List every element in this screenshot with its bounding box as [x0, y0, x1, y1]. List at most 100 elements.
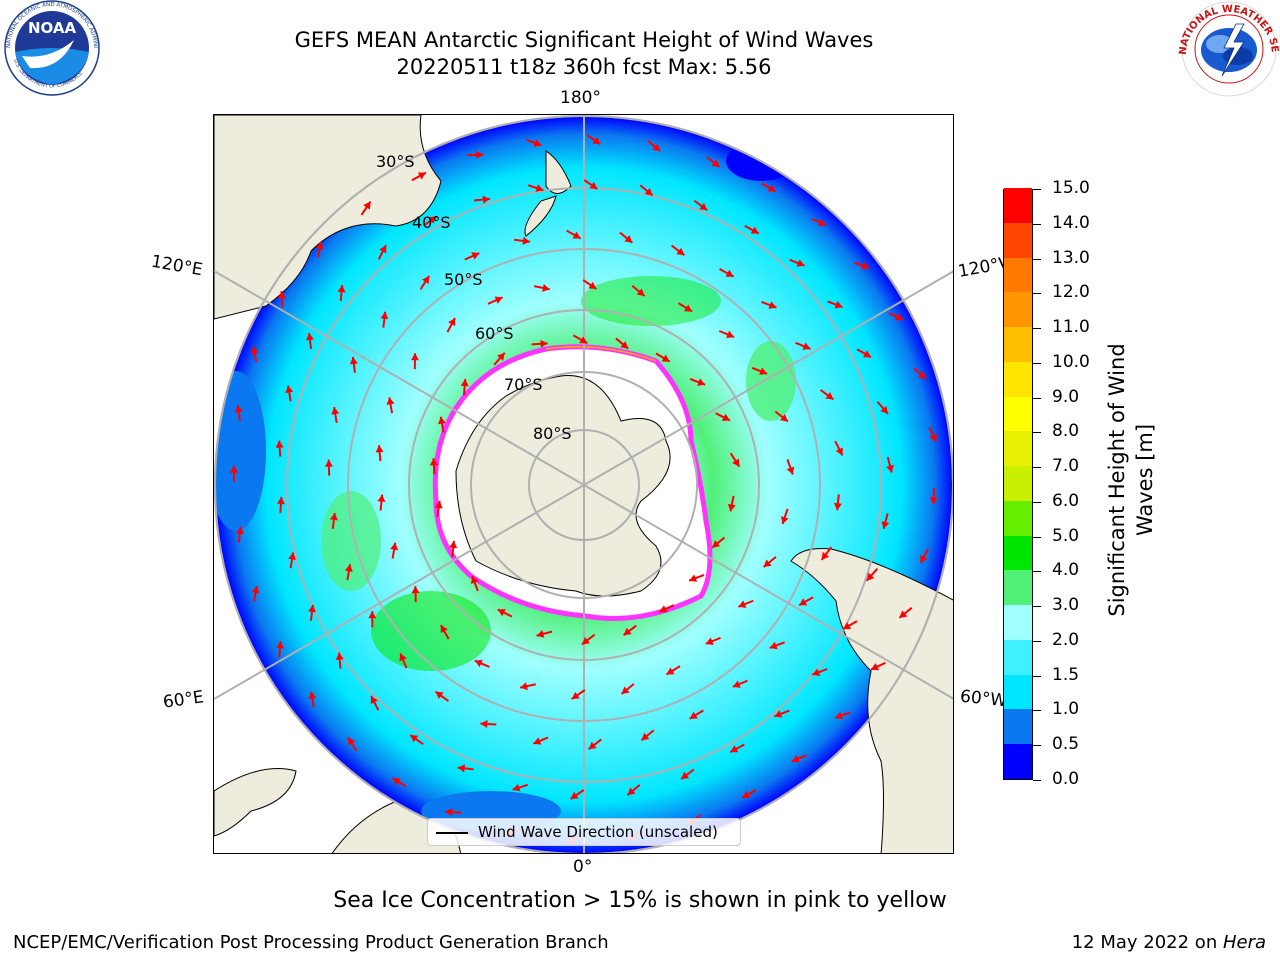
colorbar-segment [1004, 465, 1032, 501]
lon-label-120e: 120°E [149, 251, 205, 281]
wind-wave-arrowhead [570, 791, 579, 800]
wind-wave-arrowhead [482, 195, 490, 204]
colorbar-tick-label: 12.0 [1052, 282, 1090, 303]
wind-wave-arrowhead [305, 332, 314, 341]
footer-host: Hera [1222, 932, 1266, 953]
colorbar-tick-label: 8.0 [1052, 421, 1080, 442]
colorbar-segment [1004, 291, 1032, 328]
wind-wave-arrowhead [460, 379, 469, 387]
wind-wave-arrowhead [726, 330, 735, 339]
wind-wave-arrowhead [331, 407, 340, 415]
wind-wave-arrowhead [410, 353, 419, 361]
wind-wave-arrowhead [235, 526, 244, 535]
wind-wave-arrowhead [768, 301, 777, 309]
wind-wave-arrowhead [929, 433, 937, 442]
wind-wave-arrowhead [410, 734, 419, 743]
wind-wave-arrowhead [288, 552, 297, 561]
wind-wave-arrowhead [732, 458, 740, 467]
colorbar-tick [1033, 293, 1041, 295]
wind-wave-arrowhead [579, 336, 588, 344]
lon-label-180: 180° [560, 88, 601, 108]
wind-wave-arrowhead [918, 371, 927, 379]
wind-wave-arrowhead [624, 235, 633, 243]
lat-label-50s: 50°S [444, 270, 483, 289]
colorbar-segment [1004, 361, 1032, 397]
wind-wave-arrowhead [581, 636, 590, 645]
wind-wave-arrowhead [308, 691, 317, 700]
wind-wave-arrowhead [449, 540, 458, 549]
wind-wave-arrowhead [689, 574, 698, 582]
wind-wave-arrowhead [861, 261, 870, 270]
wind-wave-arrowhead [866, 572, 875, 581]
noaa-logo-text: NOAA [28, 19, 77, 37]
colorbar-tick [1033, 432, 1041, 434]
map-legend: Wind Wave Direction (unscaled) [427, 818, 741, 846]
sea-ice-caption: Sea Ice Concentration > 15% is shown in … [333, 888, 947, 913]
colorbar-tick-label: 2.0 [1052, 629, 1080, 650]
wind-wave-arrowhead [929, 497, 938, 505]
wind-wave-arrowhead [276, 496, 285, 505]
colorbar-segment [1004, 326, 1032, 362]
colorbar-tick-label: 3.0 [1052, 595, 1080, 616]
colorbar-tick [1033, 467, 1041, 469]
wind-wave-arrowhead [337, 285, 346, 293]
wind-wave-arrowhead [880, 405, 888, 414]
wind-wave-arrowhead [377, 494, 386, 502]
wind-wave-arrowhead [474, 659, 483, 668]
wind-wave-arrowhead [349, 356, 358, 365]
wind-wave-arrowhead [636, 288, 645, 296]
colorbar-segment [1004, 743, 1032, 779]
wind-wave-arrowhead [470, 576, 479, 584]
wind-wave-arrowhead [440, 625, 448, 634]
wind-wave-arrows [229, 134, 938, 845]
colorbar-title-line2: Waves [m] [1133, 424, 1157, 536]
colorbar-tick-label: 9.0 [1052, 386, 1080, 407]
colorbar-segment [1004, 222, 1032, 258]
chart-subtitle: 20220511 t18z 360h fcst Max: 5.56 [396, 55, 772, 79]
map-frame [213, 114, 954, 854]
wind-wave-arrowhead [742, 790, 751, 798]
wind-wave-arrowhead [329, 512, 338, 521]
colorbar-tick [1033, 745, 1041, 747]
footer-credit: NCEP/EMC/Verification Post Processing Pr… [13, 932, 609, 953]
colorbar-segment [1004, 639, 1032, 675]
colorbar-tick [1033, 189, 1041, 190]
wind-wave-arrowhead [780, 516, 789, 525]
colorbar-segment [1004, 709, 1032, 745]
polar-map [214, 115, 953, 853]
colorbar-tick-label: 10.0 [1052, 351, 1090, 372]
legend-line-swatch [436, 832, 468, 834]
wind-wave-arrowhead [769, 641, 778, 650]
wind-wave-arrowhead [641, 732, 650, 741]
wind-wave-arrowhead [834, 711, 843, 720]
wind-wave-arrowhead [825, 392, 834, 400]
colorbar-tick-label: 0.0 [1052, 769, 1080, 789]
colorbar-title-line1: Significant Height of Wind [1105, 343, 1129, 616]
wind-wave-arrowhead [324, 459, 333, 467]
colorbar-tick-label: 7.0 [1052, 456, 1080, 477]
wind-wave-arrowhead [368, 611, 377, 619]
wind-wave-arrowhead [520, 682, 528, 691]
colorbar-segment [1004, 430, 1032, 467]
wind-wave-arrowhead [697, 378, 706, 386]
noaa-logo: NOAA NATIONAL OCEANIC AND ATMOSPHERIC AD… [0, 0, 100, 96]
wind-wave-arrowhead [276, 641, 285, 649]
wind-wave-arrowhead [571, 691, 580, 700]
wind-wave-arrowhead [277, 291, 286, 299]
colorbar-segment [1004, 396, 1032, 432]
wind-wave-arrowhead [480, 719, 488, 728]
wind-wave-arrowhead [818, 218, 827, 227]
graticule [214, 115, 953, 853]
wind-wave-arrowhead [799, 598, 808, 606]
wind-wave-arrowhead [750, 226, 759, 234]
wind-wave-arrowhead [738, 600, 747, 608]
wind-wave-arrowhead [411, 586, 420, 594]
lat-label-70s: 70°S [504, 375, 543, 394]
wind-wave-arrowhead [229, 465, 238, 473]
nws-logo: NATIONAL WEATHER SERVICE [1178, 0, 1280, 97]
wind-wave-arrowhead [684, 304, 693, 312]
colorbar-tick-label: 11.0 [1052, 317, 1090, 338]
wind-wave-arrowhead [588, 281, 597, 289]
colorbar-tick-label: 1.0 [1052, 699, 1080, 720]
wind-wave-arrowhead [699, 202, 708, 211]
